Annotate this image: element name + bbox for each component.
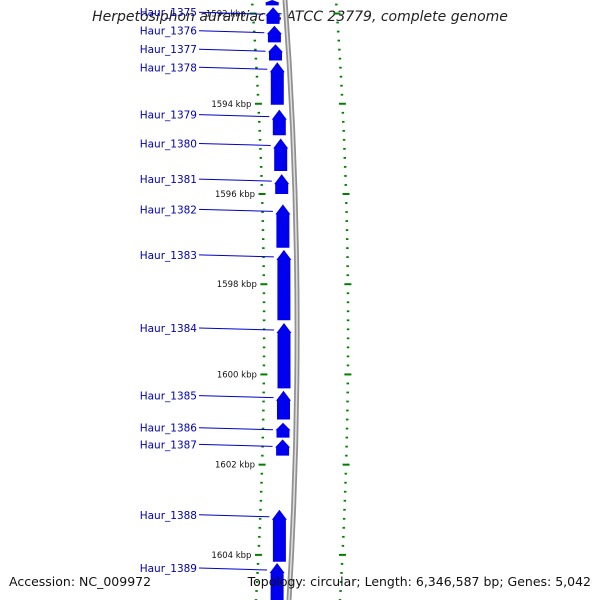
gene-label-connector bbox=[198, 254, 274, 258]
gene-label[interactable]: Haur_1388 bbox=[140, 510, 197, 522]
scale-label: 1600 kbp bbox=[217, 370, 257, 380]
genome-backbone-highlight bbox=[284, 0, 298, 600]
gene-label[interactable]: Haur_1385 bbox=[140, 391, 197, 403]
gene-arrow[interactable] bbox=[271, 509, 287, 562]
gene-label-connector bbox=[198, 114, 270, 118]
scale-label: 1598 kbp bbox=[217, 280, 257, 290]
genes-layer bbox=[264, 0, 292, 600]
gene-label-connector bbox=[198, 66, 268, 70]
gene-label-connector bbox=[198, 395, 274, 399]
gene-arrow[interactable] bbox=[271, 109, 287, 136]
gene-label-connector bbox=[198, 443, 273, 447]
scale-label: 1604 kbp bbox=[211, 551, 251, 561]
gene-label-connector bbox=[198, 567, 268, 571]
gene-arrow[interactable] bbox=[274, 174, 290, 194]
gene-arrow[interactable] bbox=[269, 62, 285, 105]
gene-label-connector bbox=[198, 178, 272, 182]
gene-label-connector bbox=[198, 142, 271, 146]
gene-arrow[interactable] bbox=[275, 439, 291, 456]
gene-arrow[interactable] bbox=[276, 249, 292, 321]
scale-label: 1592 kbp bbox=[206, 10, 246, 20]
topology-text: Topology: circular; Length: 6,346,587 bp… bbox=[247, 574, 591, 589]
gene-label[interactable]: Haur_1377 bbox=[140, 44, 197, 56]
gene-label[interactable]: Haur_1376 bbox=[140, 26, 198, 38]
scale-label: 1594 kbp bbox=[211, 100, 251, 110]
gene-label[interactable]: Haur_1382 bbox=[140, 204, 197, 216]
gene-label[interactable]: Haur_1383 bbox=[140, 250, 197, 262]
gene-label-connector bbox=[198, 208, 273, 212]
accession-text: Accession: NC_009972 bbox=[9, 574, 152, 589]
gene-label[interactable]: Haur_1387 bbox=[140, 439, 197, 451]
gene-arrow[interactable] bbox=[264, 0, 280, 6]
gene-label[interactable]: Haur_1380 bbox=[140, 138, 197, 150]
gene-arrow[interactable] bbox=[275, 422, 291, 438]
gene-label-connector bbox=[198, 327, 275, 331]
gene-label[interactable]: Haur_1379 bbox=[140, 110, 197, 122]
scale-label: 1602 kbp bbox=[215, 461, 255, 471]
gene-arrow[interactable] bbox=[269, 563, 285, 600]
gene-label[interactable]: Haur_1386 bbox=[140, 423, 198, 435]
ticks-layer: 1592 kbp 1594 kbp 1596 kbp 1598 kbp 1600 kbp… bbox=[206, 3, 352, 600]
gene-label[interactable]: Haur_1381 bbox=[140, 174, 197, 186]
gene-label-connector bbox=[198, 11, 264, 15]
gene-label[interactable]: Haur_1378 bbox=[140, 62, 197, 74]
map-title: Herpetosiphon aurantiacus ATCC 23779, co… bbox=[92, 9, 508, 25]
gene-arrow[interactable] bbox=[275, 204, 291, 248]
gene-arrow[interactable] bbox=[268, 44, 283, 61]
scale-label: 1596 kbp bbox=[215, 190, 255, 200]
gene-arrow[interactable] bbox=[266, 25, 282, 43]
gene-arrow[interactable] bbox=[276, 390, 291, 420]
gene-label-connector bbox=[198, 514, 270, 518]
gene-arrow[interactable] bbox=[276, 323, 292, 389]
gene-arrow[interactable] bbox=[265, 7, 281, 24]
labels-layer: Haur_1375 Haur_1376 Haur_1377 Haur_1378 Haur… bbox=[140, 7, 275, 575]
gene-label[interactable]: Haur_1389 bbox=[140, 563, 197, 575]
gene-arrow[interactable] bbox=[273, 138, 289, 172]
gene-label-connector bbox=[198, 48, 266, 52]
gene-label-connector bbox=[198, 30, 265, 34]
gene-label-connector bbox=[198, 427, 273, 431]
gene-label[interactable]: Haur_1384 bbox=[140, 323, 198, 335]
gene-label[interactable]: Haur_1375 bbox=[140, 7, 197, 19]
